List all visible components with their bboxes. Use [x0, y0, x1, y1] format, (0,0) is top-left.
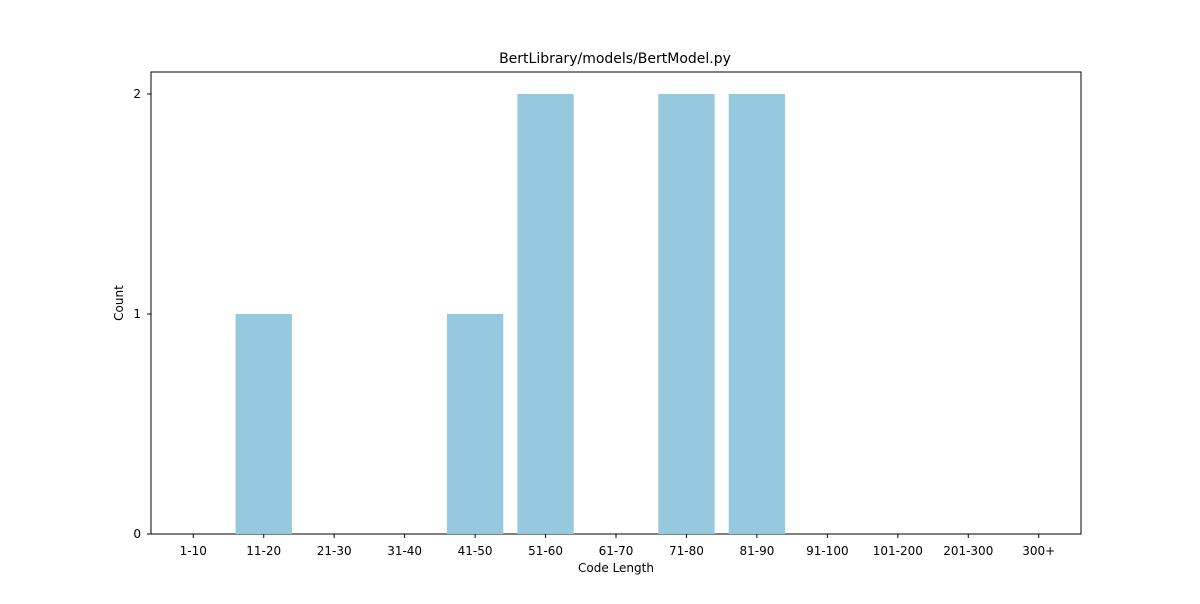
x-axis-ticks: 1-10 11-20 21-30 31-40 41-50 51-60 61-70 71-80 8… — [180, 534, 1055, 558]
bar-71-80 — [658, 94, 715, 534]
x-tick-label: 31-40 — [387, 544, 422, 558]
bars-layer — [235, 94, 786, 534]
bar-51-60 — [517, 94, 574, 534]
x-tick-label: 101-200 — [873, 544, 923, 558]
x-tick-label: 71-80 — [669, 544, 704, 558]
y-tick-label: 2 — [133, 87, 141, 101]
x-tick-label: 61-70 — [599, 544, 634, 558]
bar-81-90 — [728, 94, 786, 534]
x-tick-label: 21-30 — [317, 544, 352, 558]
x-tick-label: 51-60 — [528, 544, 563, 558]
x-tick-label: 201-300 — [943, 544, 993, 558]
bar-11-20 — [235, 314, 292, 534]
x-axis-label: Code Length — [578, 561, 654, 575]
bar-41-50 — [446, 314, 504, 534]
x-tick-label: 81-90 — [739, 544, 774, 558]
x-tick-label: 41-50 — [458, 544, 493, 558]
chart-title: BertLibrary/models/BertModel.py — [499, 51, 731, 67]
y-axis-ticks: 0 1 2 — [133, 87, 151, 541]
y-axis-label: Count — [112, 285, 126, 321]
x-tick-label: 11-20 — [246, 544, 281, 558]
x-tick-label: 1-10 — [180, 544, 207, 558]
y-tick-label: 0 — [133, 527, 141, 541]
y-tick-label: 1 — [133, 307, 141, 321]
x-tick-label: 300+ — [1022, 544, 1055, 558]
x-tick-label: 91-100 — [806, 544, 849, 558]
